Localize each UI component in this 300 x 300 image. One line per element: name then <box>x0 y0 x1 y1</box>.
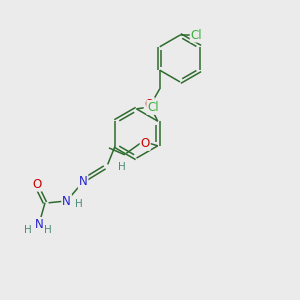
Text: O: O <box>32 178 41 191</box>
Text: N: N <box>35 218 44 231</box>
Text: O: O <box>141 137 150 150</box>
Text: H: H <box>75 199 83 209</box>
Text: Cl: Cl <box>191 28 202 42</box>
Text: Cl: Cl <box>147 101 159 114</box>
Text: O: O <box>145 98 154 111</box>
Text: N: N <box>62 195 71 208</box>
Text: H: H <box>118 162 126 172</box>
Text: H: H <box>44 225 52 235</box>
Text: N: N <box>79 175 88 188</box>
Text: H: H <box>24 225 32 235</box>
